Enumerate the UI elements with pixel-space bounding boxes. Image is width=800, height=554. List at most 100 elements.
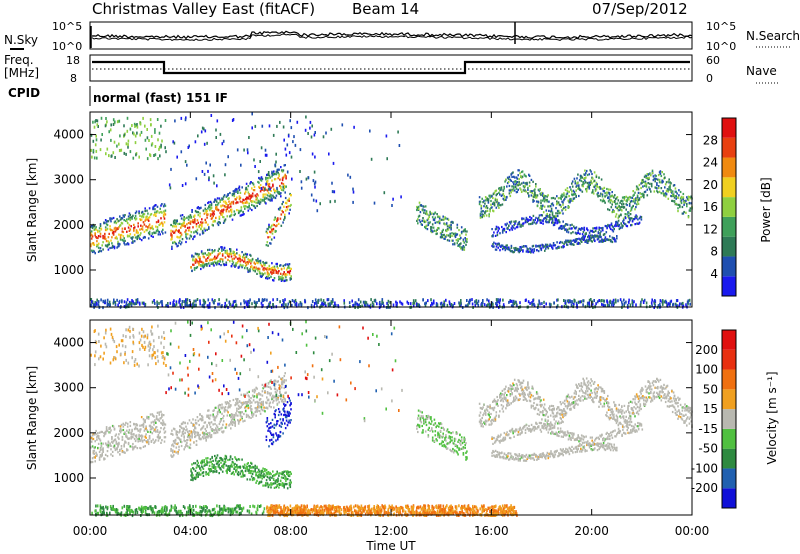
data-cell <box>650 174 652 177</box>
data-cell <box>225 210 228 213</box>
data-cell <box>572 189 575 192</box>
data-cell <box>218 408 221 411</box>
data-cell <box>564 195 567 198</box>
data-cell <box>599 192 602 195</box>
data-cell <box>424 220 427 223</box>
data-cell <box>689 209 692 212</box>
data-cell <box>275 152 277 156</box>
data-cell <box>424 227 427 230</box>
data-cell <box>409 302 412 306</box>
data-cell <box>209 258 212 261</box>
data-cell <box>172 301 174 305</box>
data-cell <box>604 224 607 228</box>
data-cell <box>232 200 235 203</box>
data-cell <box>579 189 582 192</box>
data-cell <box>560 197 562 200</box>
data-cell <box>139 237 141 240</box>
data-cell <box>313 170 316 174</box>
data-cell <box>460 236 462 239</box>
data-cell <box>486 199 489 202</box>
data-cell <box>152 427 154 430</box>
data-cell <box>161 221 163 224</box>
data-cell <box>507 247 509 250</box>
data-cell <box>484 206 487 209</box>
data-cell <box>205 221 207 224</box>
data-cell <box>146 136 149 140</box>
data-cell <box>147 416 150 419</box>
data-cell <box>198 423 200 427</box>
data-cell <box>212 413 214 416</box>
data-cell <box>227 411 229 414</box>
data-cell <box>152 227 154 231</box>
data-cell <box>563 206 565 209</box>
data-cell <box>603 233 606 236</box>
data-cell <box>225 202 228 206</box>
data-cell <box>162 421 165 424</box>
data-cell <box>669 300 672 304</box>
data-cell <box>117 240 119 243</box>
data-cell <box>251 267 254 271</box>
data-cell <box>277 380 279 383</box>
data-cell <box>238 211 241 214</box>
data-cell <box>531 190 534 193</box>
data-cell <box>561 241 564 244</box>
data-cell <box>121 222 124 225</box>
data-cell <box>515 247 517 250</box>
data-cell <box>199 212 201 215</box>
data-cell <box>361 304 363 308</box>
data-cell <box>682 301 684 305</box>
data-cell <box>284 164 286 167</box>
data-cell <box>587 235 589 239</box>
data-cell <box>281 177 284 180</box>
data-cell <box>276 380 279 383</box>
data-cell <box>90 225 92 229</box>
data-cell <box>130 301 133 305</box>
data-cell <box>359 300 362 304</box>
data-cell <box>95 433 97 436</box>
data-cell <box>171 234 173 237</box>
data-cell <box>666 304 669 308</box>
data-cell <box>594 227 596 230</box>
data-cell <box>564 206 567 209</box>
data-cell <box>287 205 290 208</box>
data-cell <box>140 439 142 442</box>
data-cell <box>207 262 210 265</box>
data-cell <box>221 258 224 261</box>
data-cell <box>300 304 303 308</box>
data-cell <box>125 441 127 444</box>
data-cell <box>540 214 543 217</box>
data-cell <box>387 303 389 307</box>
data-cell <box>102 234 104 238</box>
data-cell <box>424 304 427 308</box>
data-cell <box>260 406 263 409</box>
data-cell <box>251 302 253 306</box>
data-cell <box>181 300 184 303</box>
data-cell <box>225 423 228 426</box>
data-cell <box>131 216 133 219</box>
data-cell <box>571 190 573 193</box>
data-cell <box>570 227 572 230</box>
data-cell <box>112 118 115 122</box>
data-cell <box>422 298 424 302</box>
data-cell <box>140 224 142 227</box>
data-cell <box>526 181 528 184</box>
data-cell <box>283 374 286 378</box>
data-cell <box>289 278 292 281</box>
data-cell <box>192 423 194 426</box>
data-cell <box>202 252 205 255</box>
data-cell <box>560 246 563 249</box>
data-cell <box>162 422 164 425</box>
data-cell <box>502 192 505 195</box>
data-cell <box>232 193 235 196</box>
data-cell <box>265 268 268 271</box>
data-cell <box>438 221 440 224</box>
data-cell <box>123 237 125 240</box>
data-cell <box>236 407 238 410</box>
data-cell <box>257 269 259 272</box>
data-cell <box>220 257 222 261</box>
data-cell <box>138 210 140 213</box>
data-cell <box>637 222 639 225</box>
data-cell <box>607 223 609 227</box>
data-cell <box>127 443 130 446</box>
data-cell <box>196 228 199 231</box>
